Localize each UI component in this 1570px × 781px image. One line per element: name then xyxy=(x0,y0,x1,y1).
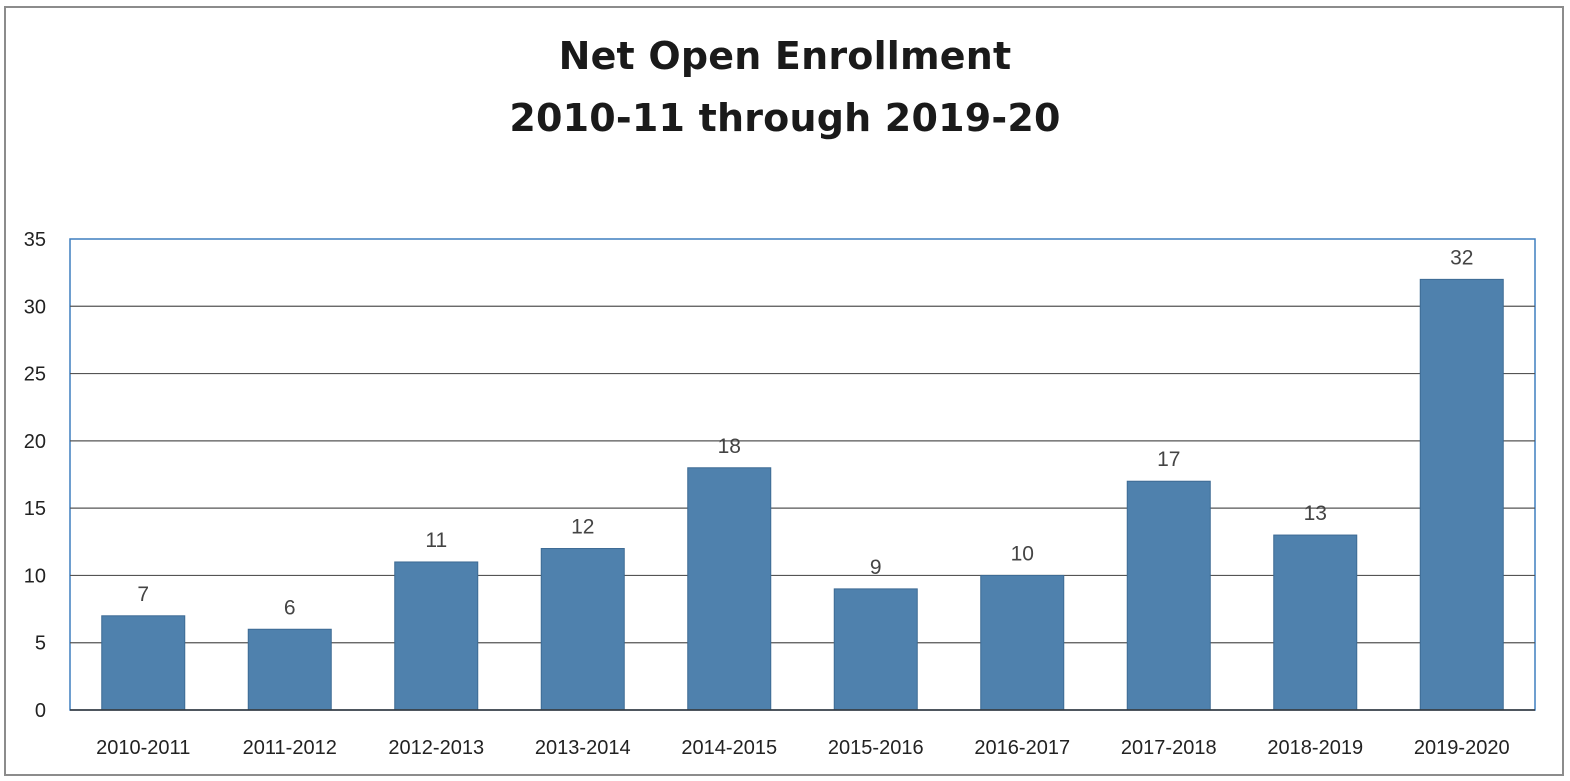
x-tick-label: 2013-2014 xyxy=(535,737,631,759)
bar xyxy=(101,615,186,711)
data-label: 10 xyxy=(1011,542,1034,565)
data-label: 9 xyxy=(870,556,882,579)
y-tick-label: 25 xyxy=(24,364,46,386)
bar xyxy=(1419,278,1504,711)
bar xyxy=(980,574,1065,711)
chart-title: Net Open Enrollment xyxy=(558,34,1012,78)
y-tick-label: 20 xyxy=(24,431,46,453)
x-tick-label: 2011-2012 xyxy=(243,737,337,759)
x-tick-label: 2016-2017 xyxy=(974,737,1070,759)
y-tick-label: 15 xyxy=(24,498,46,520)
bar xyxy=(833,588,918,711)
data-label: 18 xyxy=(718,435,741,458)
x-tick-label: 2019-2020 xyxy=(1414,737,1510,759)
bar xyxy=(394,561,479,711)
data-label: 7 xyxy=(137,583,149,606)
data-label: 12 xyxy=(571,516,594,539)
bar xyxy=(1273,534,1358,711)
data-label: 6 xyxy=(284,596,296,619)
x-tick-label: 2014-2015 xyxy=(681,737,777,759)
bar xyxy=(1126,480,1211,711)
x-tick-label: 2012-2013 xyxy=(388,737,484,759)
data-label: 13 xyxy=(1304,502,1327,525)
x-tick-label: 2018-2019 xyxy=(1267,737,1363,759)
bar xyxy=(540,548,625,711)
data-label: 32 xyxy=(1450,246,1473,269)
x-tick-label: 2015-2016 xyxy=(828,737,924,759)
bar xyxy=(247,628,332,711)
bar xyxy=(687,467,772,711)
data-label: 17 xyxy=(1157,448,1180,471)
y-tick-label: 5 xyxy=(35,633,46,655)
y-tick-label: 30 xyxy=(24,296,46,318)
x-tick-label: 2010-2011 xyxy=(96,737,190,759)
data-label: 11 xyxy=(425,529,447,552)
x-tick-label: 2017-2018 xyxy=(1121,737,1217,759)
y-tick-label: 10 xyxy=(24,565,46,587)
chart-subtitle: 2010-11 through 2019-20 xyxy=(509,96,1061,140)
y-tick-label: 0 xyxy=(35,700,46,722)
y-tick-label: 35 xyxy=(24,229,46,251)
